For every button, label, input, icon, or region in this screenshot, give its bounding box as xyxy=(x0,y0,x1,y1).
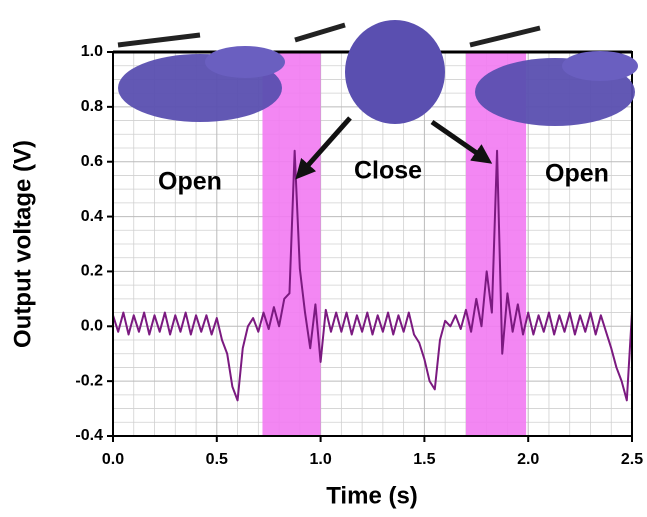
page: Time (s) Output voltage (V) 0.0 0.5 1.0 1.5… xyxy=(0,0,647,517)
y-tick-label: -0.2 xyxy=(75,372,103,389)
y-tick-label: 0.2 xyxy=(81,263,103,280)
y-tick-label: -0.4 xyxy=(75,427,103,444)
chart: Time (s) Output voltage (V) 0.0 0.5 1.0 1.5… xyxy=(0,0,647,517)
x-tick-label: 0.5 xyxy=(206,451,228,468)
insect xyxy=(295,25,345,40)
y-tick-label: 0.4 xyxy=(81,208,103,225)
x-tick-label: 1.5 xyxy=(413,451,435,468)
y-tick-label: 0.8 xyxy=(81,98,103,115)
y-tick-label: 0.6 xyxy=(81,153,103,170)
annotation: Close xyxy=(354,157,422,185)
hand-closed xyxy=(345,20,445,124)
x-tick-label: 0.0 xyxy=(102,451,124,468)
y-tick-label: 0.0 xyxy=(81,318,103,335)
annotation: Open xyxy=(545,160,609,188)
hand-fingers xyxy=(562,51,638,81)
insect xyxy=(470,28,540,45)
y-tick-label: 1.0 xyxy=(81,43,103,60)
x-tick-label: 2.0 xyxy=(517,451,539,468)
hand-fingers xyxy=(205,46,285,78)
x-tick-label: 2.5 xyxy=(621,451,643,468)
x-axis-label: Time (s) xyxy=(326,482,418,509)
x-tick-label: 1.0 xyxy=(309,451,331,468)
y-axis-label: Output voltage (V) xyxy=(9,140,36,348)
insect xyxy=(118,35,200,45)
annotation: Open xyxy=(158,168,222,196)
